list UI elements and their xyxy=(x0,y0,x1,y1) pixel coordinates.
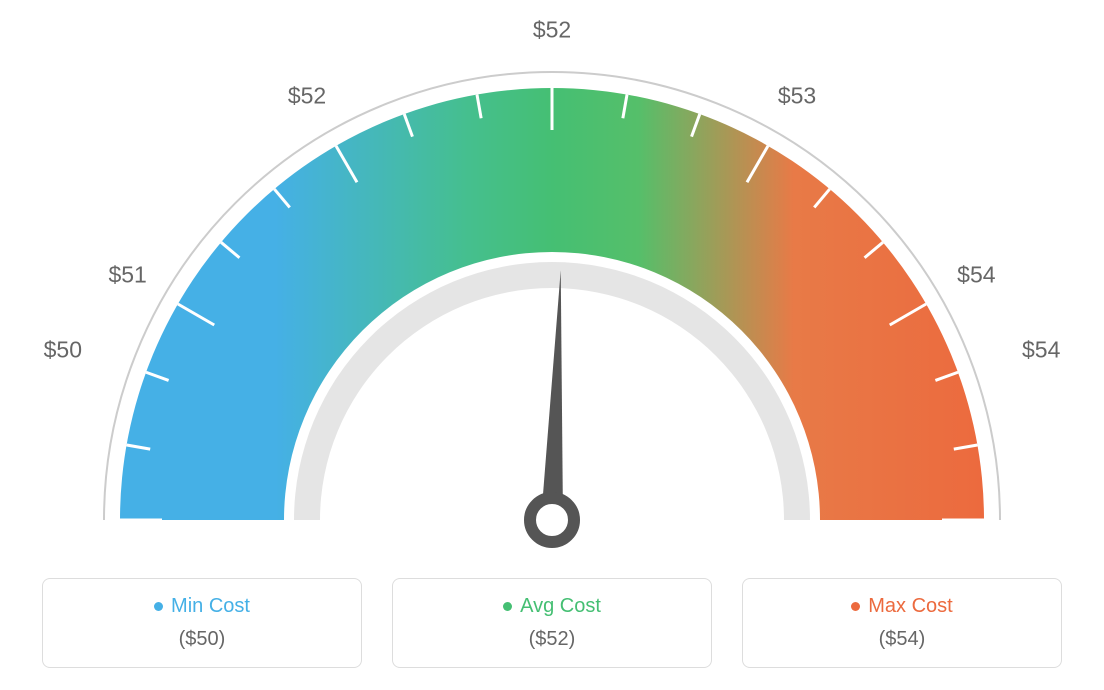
gauge-tick-label: $51 xyxy=(108,262,146,289)
legend-label: Min Cost xyxy=(171,595,250,618)
gauge-needle xyxy=(541,270,563,520)
legend-value: ($50) xyxy=(53,628,351,651)
legend-card: Max Cost ($54) xyxy=(742,578,1062,668)
legend-value: ($52) xyxy=(403,628,701,651)
legend-value: ($54) xyxy=(753,628,1051,651)
gauge-svg xyxy=(0,0,1104,560)
legend-label: Avg Cost xyxy=(520,595,601,618)
legend-card: Avg Cost ($52) xyxy=(392,578,712,668)
legend-dot xyxy=(154,602,163,611)
legend-label: Max Cost xyxy=(868,595,952,618)
gauge-tick-label: $53 xyxy=(778,82,816,109)
gauge-tick-label: $50 xyxy=(44,337,82,364)
legend-row: Min Cost ($50) Avg Cost ($52) Max Cost ($54) xyxy=(0,578,1104,668)
legend-dot xyxy=(503,602,512,611)
legend-title: Min Cost xyxy=(154,595,250,618)
gauge-tick-label: $54 xyxy=(957,262,995,289)
legend-title: Max Cost xyxy=(851,595,952,618)
legend-card: Min Cost ($50) xyxy=(42,578,362,668)
legend-title: Avg Cost xyxy=(503,595,601,618)
gauge-tick-label: $52 xyxy=(533,17,571,44)
gauge-chart: $50 $51 $52 $52 $53 $54 $54 xyxy=(0,0,1104,560)
gauge-tick-label: $54 xyxy=(1022,337,1060,364)
gauge-hub xyxy=(530,498,574,542)
legend-dot xyxy=(851,602,860,611)
gauge-tick-label: $52 xyxy=(288,82,326,109)
